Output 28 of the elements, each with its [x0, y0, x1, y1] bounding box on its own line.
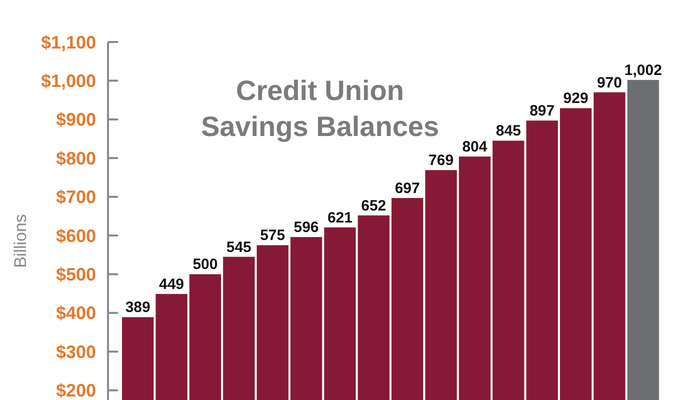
y-tick-label: $900 [56, 110, 96, 130]
y-tick-label: $300 [56, 342, 96, 362]
data-label: 449 [159, 276, 184, 293]
y-axis-title: Billions [11, 214, 30, 268]
data-label: 769 [428, 152, 454, 170]
data-label: 970 [596, 74, 622, 92]
text: Credit Union Savings Balances [200, 75, 440, 142]
data-label: 697 [394, 180, 420, 197]
y-tick-label: $1,100 [40, 32, 96, 52]
data-label: 500 [192, 256, 218, 274]
data-label: 596 [294, 219, 319, 236]
data-label: 545 [226, 238, 252, 256]
y-tick-label: $700 [56, 187, 96, 208]
y-tick-label: $500 [56, 264, 96, 285]
data-label: 897 [530, 102, 555, 120]
data-label: 389 [125, 299, 150, 316]
y-tick-label: $800 [56, 148, 96, 168]
data-label: 575 [260, 227, 286, 244]
y-tick-label: $1,000 [40, 71, 96, 92]
data-label: 929 [563, 90, 588, 108]
data-label: 804 [462, 138, 488, 156]
y-tick-label: $200 [56, 380, 96, 400]
y-tick-label: $600 [56, 226, 96, 246]
data-label: 845 [496, 122, 521, 140]
data-label: 652 [361, 197, 386, 214]
data-label: 621 [327, 209, 352, 226]
data-label: 1,002 [624, 62, 662, 79]
y-tick-label: $400 [56, 303, 96, 324]
